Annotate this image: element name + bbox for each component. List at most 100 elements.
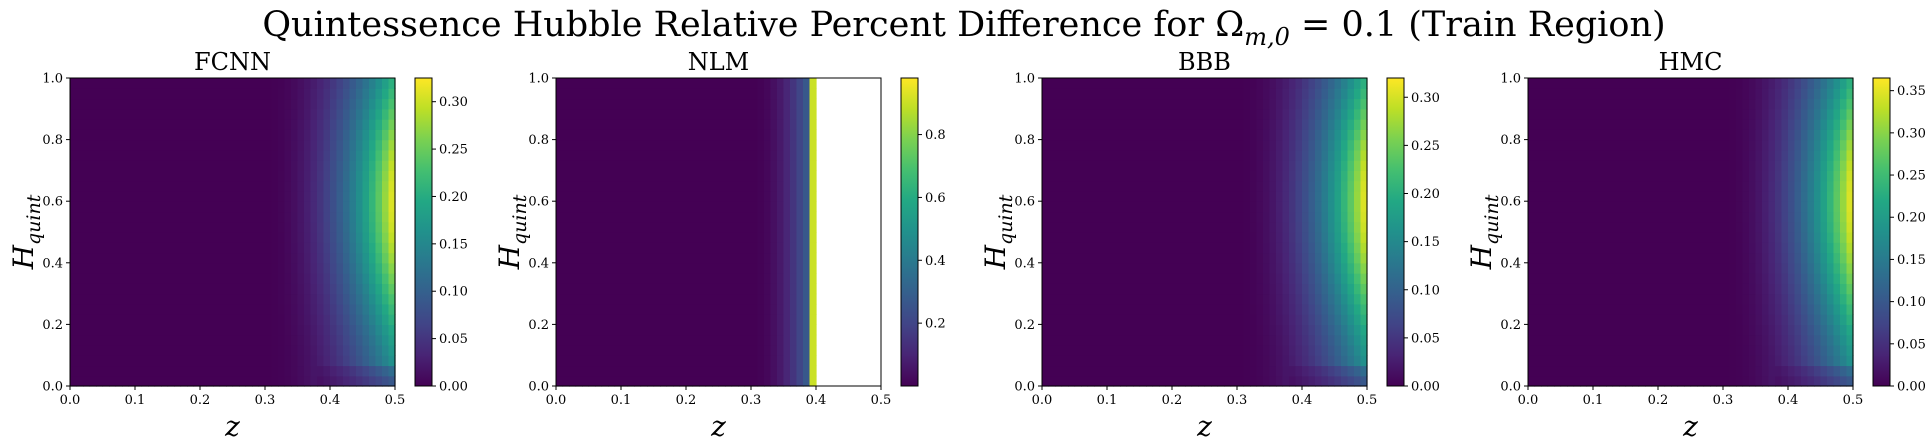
heatmap-cell <box>1295 221 1303 233</box>
heatmap-cell <box>219 242 227 254</box>
heatmap-cell <box>323 149 331 161</box>
heatmap-cell <box>70 98 78 110</box>
heatmap-cell <box>1217 324 1225 336</box>
heatmap-cell <box>1619 170 1627 182</box>
heatmap-cell <box>1120 293 1128 305</box>
heatmap-cell <box>751 262 759 274</box>
heatmap-cell <box>1347 283 1355 295</box>
heatmap-cell <box>239 344 247 356</box>
heatmap-cell <box>562 314 570 325</box>
heatmap-cell <box>1534 324 1542 336</box>
heatmap-cell <box>621 344 629 356</box>
heatmap-cell <box>1612 129 1620 141</box>
heatmap-cells <box>1042 78 1368 387</box>
heatmap-cell <box>375 273 383 284</box>
heatmap-cell <box>83 334 91 346</box>
heatmap-cell <box>679 98 687 110</box>
heatmap-cell <box>284 262 292 274</box>
heatmap-cell <box>1094 334 1102 346</box>
heatmap-cell <box>122 180 130 192</box>
heatmap-cell <box>1230 201 1238 213</box>
heatmap-cell <box>653 252 661 264</box>
heatmap-cell <box>1334 149 1342 161</box>
heatmap-cell <box>1055 108 1063 120</box>
heatmap-cell <box>141 221 149 233</box>
heatmap-cell <box>1133 355 1141 367</box>
heatmap-cell <box>128 303 136 315</box>
heatmap-cell <box>1360 242 1368 254</box>
heatmap-cell <box>1100 211 1108 223</box>
heatmap-cell <box>595 190 603 202</box>
heatmap-cell <box>1081 334 1089 346</box>
heatmap-cell <box>803 119 811 130</box>
heatmap-cell <box>245 180 253 192</box>
heatmap-cell <box>239 242 247 254</box>
heatmap-cell <box>1068 119 1076 130</box>
heatmap-cell <box>1237 180 1245 192</box>
heatmap-cell <box>1068 273 1076 284</box>
heatmap-cell <box>1042 355 1050 367</box>
heatmap-cell <box>634 170 642 182</box>
heatmap-cell <box>556 355 564 367</box>
heatmap-cell <box>569 88 577 100</box>
heatmap-cell <box>1645 180 1653 192</box>
heatmap-cell <box>317 190 325 202</box>
heatmap-cell <box>1100 334 1108 346</box>
heatmap-cell <box>1554 129 1562 141</box>
heatmap-cell <box>686 242 694 254</box>
heatmap-cell <box>187 252 195 264</box>
heatmap-cell <box>777 160 785 171</box>
heatmap-cell <box>83 273 91 284</box>
heatmap-cell <box>705 78 713 89</box>
heatmap-cell <box>1593 170 1601 182</box>
heatmap-cell <box>232 262 240 274</box>
heatmap-cell <box>1534 293 1542 305</box>
heatmap-cell <box>278 314 286 325</box>
heatmap-cell <box>1191 252 1199 264</box>
heatmap-cell <box>1165 324 1173 336</box>
heatmap-cell <box>803 149 811 161</box>
heatmap-cell <box>1599 375 1607 387</box>
heatmap-cell <box>122 160 130 171</box>
heatmap-cell <box>232 201 240 213</box>
heatmap-cell <box>271 201 279 213</box>
heatmap-cell <box>1165 355 1173 367</box>
heatmap-cell <box>569 98 577 110</box>
heatmap-cell <box>679 375 687 387</box>
heatmap-cell <box>1113 293 1121 305</box>
heatmap-cell <box>757 149 765 161</box>
x-tick-label: 0.3 <box>255 393 276 408</box>
heatmap-cell <box>1276 190 1284 202</box>
heatmap-cell <box>284 324 292 336</box>
heatmap-cell <box>1126 98 1134 110</box>
heatmap-cell <box>757 170 765 182</box>
heatmap-cell <box>601 262 609 274</box>
heatmap-cell <box>1347 293 1355 305</box>
heatmap-cell <box>1224 375 1232 387</box>
heatmap-cell <box>1243 88 1251 100</box>
heatmap-cell <box>1541 242 1549 254</box>
heatmap-cell <box>1198 201 1206 213</box>
heatmap-cell <box>369 98 377 110</box>
heatmap-cell <box>1645 98 1653 110</box>
heatmap-cell <box>375 334 383 346</box>
heatmap-cell <box>161 262 169 274</box>
heatmap-cell <box>1087 232 1095 243</box>
heatmap-cell <box>356 160 364 171</box>
heatmap-cell <box>595 293 603 305</box>
heatmap-cell <box>1567 119 1575 130</box>
heatmap-cell <box>336 190 344 202</box>
heatmap-cell <box>180 149 188 161</box>
heatmap-cell <box>206 252 214 264</box>
heatmap-cell <box>725 262 733 274</box>
heatmap-cell <box>1152 149 1160 161</box>
heatmap-cell <box>336 273 344 284</box>
heatmap-cell <box>356 149 364 161</box>
heatmap-cell <box>1133 139 1141 151</box>
heatmap-cell <box>187 221 195 233</box>
heatmap-cell <box>1211 232 1219 243</box>
heatmap-cell <box>317 88 325 100</box>
heatmap-cell <box>809 303 817 315</box>
heatmap-cell <box>1042 160 1050 171</box>
